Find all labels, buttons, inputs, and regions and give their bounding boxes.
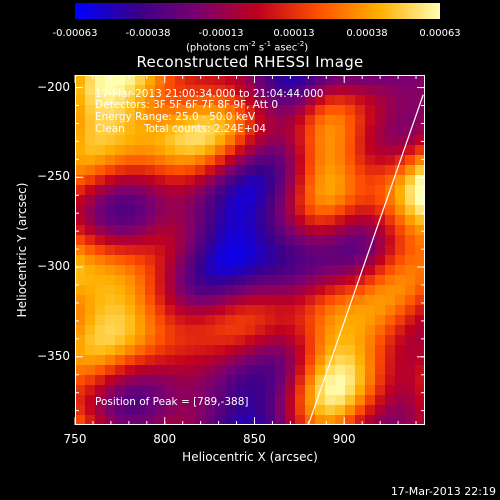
annotation-detectors: Detectors: 3F 5F 6F 7F 8F 9F, Att 0 [95, 99, 279, 111]
x-tick-label: 900 [332, 432, 356, 446]
annotation-peak: Position of Peak = [789,-388] [95, 396, 249, 408]
colorbar-tick-label: 0.00038 [346, 28, 388, 39]
y-tick-label: −350 [37, 348, 70, 363]
annotation-energy: Energy Range: 25.0 - 50.0 keV [95, 111, 256, 123]
y-tick-label: −200 [37, 79, 70, 94]
annotation-clean: Clean [95, 123, 125, 135]
y-tick-label: −250 [37, 169, 70, 184]
colorbar-tick-label: 0.00013 [273, 28, 315, 39]
colorbar-gradient [75, 3, 440, 19]
x-tick-label: 850 [243, 432, 266, 446]
colorbar-unit: (photons cm-2 s-1 asec-2) [186, 40, 309, 54]
colorbar-tick-label: -0.00013 [198, 28, 244, 39]
colorbar-tick-label: -0.00063 [52, 28, 98, 39]
x-axis-label: Heliocentric X (arcsec) [182, 450, 318, 464]
x-tick-label: 800 [153, 432, 177, 446]
y-axis-label: Heliocentric Y (arcsec) [15, 182, 29, 318]
chart-title: Reconstructed RHESSI Image [136, 53, 364, 71]
y-tick-label: −300 [37, 259, 70, 274]
x-tick-label: 750 [63, 432, 87, 446]
heatmap-image [75, 75, 425, 425]
solar-limb-line [307, 94, 424, 425]
colorbar-tick-label: 0.00063 [419, 28, 461, 39]
plot-area: 17-Mar-2013 21:00:34.000 to 21:04:44.000… [75, 75, 425, 425]
annotation-time-range: 17-Mar-2013 21:00:34.000 to 21:04:44.000 [95, 88, 324, 100]
colorbar-tick-label: -0.00038 [125, 28, 171, 39]
annotation-counts: Total counts: 2.24E+04 [144, 123, 267, 135]
timestamp: 17-Mar-2013 22:19 [390, 485, 496, 498]
